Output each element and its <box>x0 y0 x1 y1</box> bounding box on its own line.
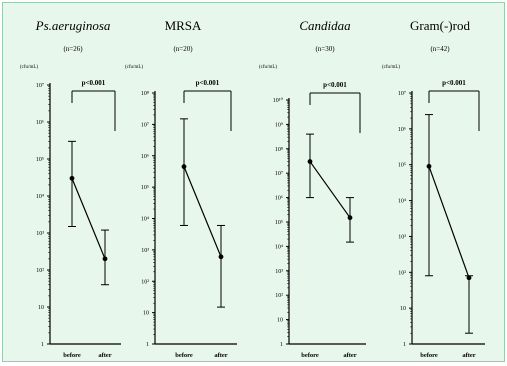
y-tick-label: 10 <box>143 311 149 317</box>
y-unit-label: (cfu/mL) <box>259 65 277 70</box>
charts-svg: Ps.aeruginosa (n=26) (cfu/mL) 1 10 10² 10³ 10⁴ 1… <box>20 18 485 359</box>
chart-title: Gram(-)rod <box>410 18 470 33</box>
series-line <box>71 178 106 260</box>
y-tick-label: 10⁷ <box>398 91 406 97</box>
y-tick-label: 10² <box>398 270 406 276</box>
x-tick-label: after <box>214 352 227 359</box>
sample-size-label: (n=30) <box>315 45 335 53</box>
y-tick-label: 1 <box>146 342 149 348</box>
y-tick-label: 10³ <box>275 269 283 275</box>
y-tick-label: 1 <box>403 342 406 348</box>
y-unit-label: (cfu/mL) <box>20 65 38 70</box>
y-tick-label: 10⁵ <box>398 163 406 169</box>
y-tick-label: 10⁶ <box>141 154 149 160</box>
y-tick-label: 10 <box>277 318 283 324</box>
y-tick-label: 10⁴ <box>141 217 149 223</box>
y-tick-label: 10⁷ <box>141 122 149 128</box>
y-unit-label: (cfu/mL) <box>382 65 400 70</box>
figure-panel: Ps.aeruginosa (n=26) (cfu/mL) 1 10 10² 10³ 10⁴ 1… <box>2 2 505 362</box>
data-point <box>426 163 432 169</box>
y-tick-label: 10¹⁰ <box>273 97 284 104</box>
x-tick-label: before <box>175 352 193 359</box>
x-tick-label: after <box>462 352 475 359</box>
y-tick-label: 10⁷ <box>36 83 44 89</box>
chart-title: Candidaa <box>299 18 351 33</box>
y-unit-label: (cfu/mL) <box>125 65 143 70</box>
x-tick-label: before <box>420 352 438 359</box>
y-tick-label: 10⁹ <box>275 122 283 128</box>
y-tick-label: 10² <box>275 293 283 299</box>
y-tick-label: 10⁶ <box>36 120 44 126</box>
y-tick-label: 1 <box>41 342 44 348</box>
data-point <box>181 164 187 170</box>
data-point <box>69 175 75 181</box>
series-line <box>428 166 470 279</box>
significance-label: p<0.001 <box>323 81 347 89</box>
y-tick-label: 10⁸ <box>275 147 283 153</box>
y-tick-label: 10⁴ <box>398 199 406 205</box>
y-tick-label: 10³ <box>141 248 149 254</box>
y-tick-label: 10 <box>38 305 44 311</box>
y-tick-label: 10⁵ <box>275 220 283 226</box>
sample-size-label: (n=42) <box>430 45 450 53</box>
y-tick-label: 10⁴ <box>275 244 283 250</box>
y-tick-label: 10⁸ <box>141 91 149 97</box>
sample-size-label: (n=20) <box>173 45 193 53</box>
data-point <box>466 275 472 281</box>
x-tick-label: before <box>63 352 81 359</box>
y-tick-label: 10³ <box>398 234 406 240</box>
x-tick-label: after <box>343 352 356 359</box>
chart-title: Ps.aeruginosa <box>35 18 111 33</box>
x-tick-label: before <box>301 352 319 359</box>
y-tick-label: 10⁴ <box>36 194 44 200</box>
y-tick-label: 10 <box>400 306 406 312</box>
significance-label: p<0.001 <box>82 79 106 87</box>
sample-size-label: (n=26) <box>63 45 83 53</box>
y-tick-label: 10⁵ <box>36 157 44 163</box>
y-tick-label: 10⁷ <box>275 171 283 177</box>
data-point <box>218 254 224 260</box>
significance-label: p<0.001 <box>196 79 220 87</box>
series-line <box>183 166 222 258</box>
data-point <box>347 215 353 221</box>
series-line <box>309 161 351 219</box>
data-point <box>307 159 313 164</box>
x-tick-label: after <box>98 352 111 359</box>
y-tick-label: 1 <box>280 342 283 348</box>
y-tick-label: 10³ <box>36 231 44 237</box>
significance-label: p<0.001 <box>442 79 466 87</box>
chart-title: MRSA <box>165 18 202 33</box>
y-tick-label: 10² <box>36 268 44 274</box>
data-point <box>102 256 108 262</box>
y-tick-label: 10⁶ <box>398 127 406 133</box>
y-tick-label: 10² <box>141 279 149 285</box>
y-tick-label: 10⁶ <box>275 196 283 202</box>
y-tick-label: 10⁵ <box>141 185 149 191</box>
